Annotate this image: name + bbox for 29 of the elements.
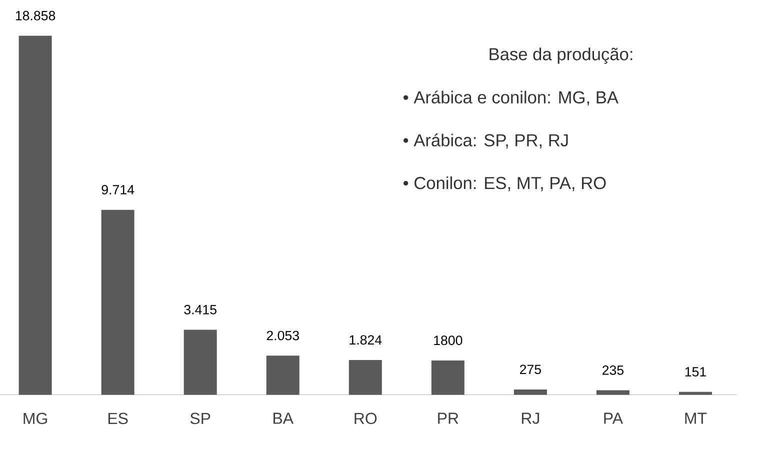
bar (184, 330, 217, 395)
annotation: • Arábica: SP, PR, RJ (403, 134, 568, 148)
x-tick-label: BA (274, 412, 294, 424)
x-tick-label: MT (685, 412, 707, 424)
data-label: 9.714 (102, 185, 134, 194)
x-tick-label: ES (108, 412, 128, 424)
data-label: 1800 (434, 336, 462, 346)
data-label: 235 (602, 365, 624, 375)
data-label: 1.824 (350, 335, 382, 345)
data-label: 2.053 (266, 330, 299, 340)
x-tick-label: MG (24, 412, 47, 424)
x-tick-label: SP (190, 412, 210, 424)
bar (18, 36, 52, 395)
annotation: • Arábica e conilon: MG, BA (403, 90, 618, 106)
annotation: Base da produção: (490, 48, 632, 64)
x-tick-label: PA (604, 412, 624, 424)
bar (514, 390, 547, 395)
data-label: 3.415 (184, 304, 216, 314)
data-label: 275 (520, 364, 541, 374)
x-tick-label: PR (438, 412, 458, 424)
bar (431, 360, 464, 395)
bar (101, 210, 134, 395)
annotation: • Conilon: ES, MT, PA, RO (403, 176, 606, 192)
bar (266, 356, 300, 395)
x-tick-label: RO (354, 412, 377, 424)
data-label: 18.858 (16, 10, 56, 20)
bar (348, 360, 382, 395)
data-label: 151 (685, 367, 706, 376)
x-tick-label: RJ (522, 412, 540, 424)
